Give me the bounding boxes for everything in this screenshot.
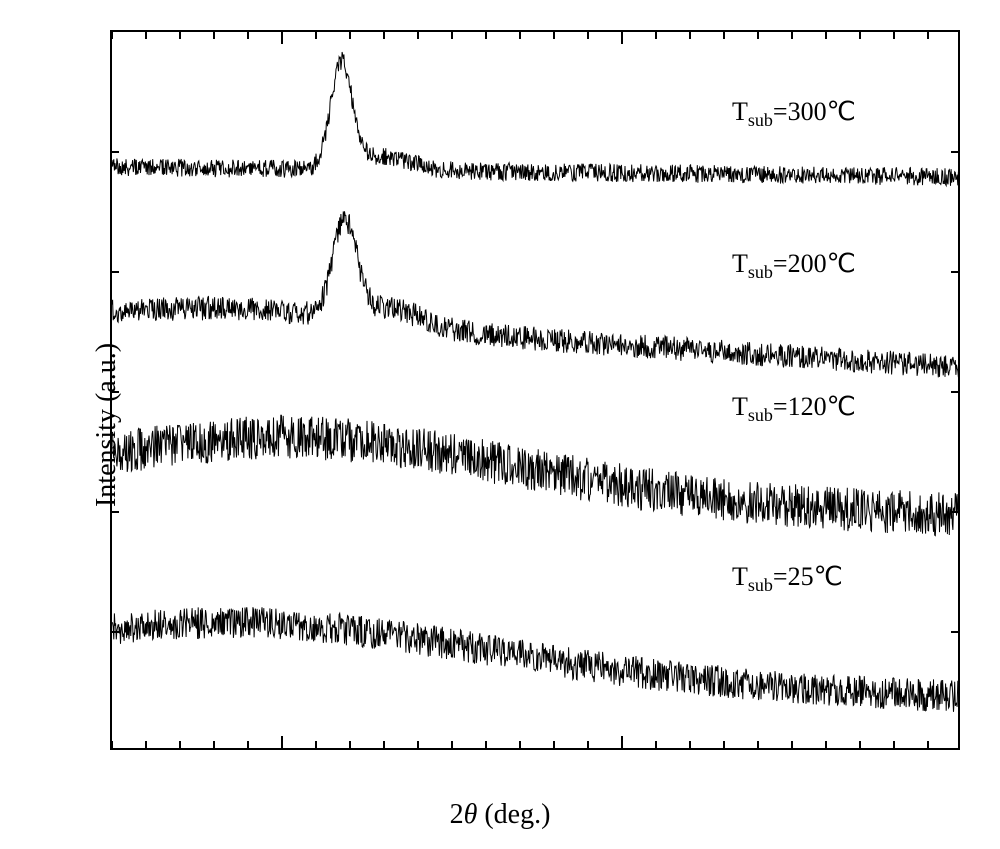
x-tick-mark xyxy=(315,741,317,748)
x-tick-mark xyxy=(723,32,725,39)
series-label-prefix: T xyxy=(732,97,748,126)
y-tick-mark xyxy=(951,391,958,393)
x-tick-mark xyxy=(621,32,623,44)
x-label-theta: θ xyxy=(464,799,478,830)
series-label: Tsub=300℃ xyxy=(732,97,856,131)
y-tick-mark xyxy=(951,151,958,153)
plot-area: 406080Tsub=300℃Tsub=200℃Tsub=120℃Tsub=25… xyxy=(110,30,960,750)
series-label-sub: sub xyxy=(748,405,773,425)
x-tick-mark xyxy=(723,741,725,748)
x-tick-mark xyxy=(485,32,487,39)
x-tick-mark xyxy=(689,32,691,39)
x-tick-mark xyxy=(111,741,113,748)
x-tick-mark xyxy=(451,32,453,39)
x-tick-mark xyxy=(349,741,351,748)
x-tick-mark xyxy=(213,741,215,748)
series-label: Tsub=25℃ xyxy=(732,562,843,596)
series-label-prefix: T xyxy=(732,562,748,591)
x-tick-mark xyxy=(655,32,657,39)
x-tick-mark xyxy=(621,736,623,748)
x-tick-mark xyxy=(247,32,249,39)
x-tick-mark xyxy=(417,32,419,39)
xrd-trace xyxy=(112,607,960,712)
x-tick-mark xyxy=(553,741,555,748)
x-tick-mark xyxy=(417,741,419,748)
x-tick-mark xyxy=(247,741,249,748)
y-tick-mark xyxy=(112,391,119,393)
y-tick-mark xyxy=(951,271,958,273)
x-tick-mark xyxy=(791,32,793,39)
x-tick-mark xyxy=(825,32,827,39)
xrd-traces xyxy=(112,32,960,750)
x-tick-mark xyxy=(213,32,215,39)
series-label: Tsub=120℃ xyxy=(732,392,856,426)
series-label-value: =200℃ xyxy=(773,249,856,278)
series-label-sub: sub xyxy=(748,575,773,595)
x-tick-mark xyxy=(315,32,317,39)
x-tick-label: 60 xyxy=(609,748,635,750)
x-tick-mark xyxy=(587,741,589,748)
x-tick-mark xyxy=(655,741,657,748)
x-label-prefix: 2 xyxy=(450,799,464,830)
series-label-sub: sub xyxy=(748,262,773,282)
x-tick-mark xyxy=(927,741,929,748)
x-label-suffix: (deg.) xyxy=(477,799,550,830)
x-tick-mark xyxy=(859,741,861,748)
x-tick-mark xyxy=(383,32,385,39)
x-tick-mark xyxy=(791,741,793,748)
x-tick-label: 80 xyxy=(949,748,960,750)
x-tick-mark xyxy=(519,741,521,748)
x-tick-mark xyxy=(893,32,895,39)
x-tick-mark xyxy=(145,32,147,39)
x-tick-mark xyxy=(349,32,351,39)
x-tick-mark xyxy=(689,741,691,748)
x-tick-mark xyxy=(927,32,929,39)
x-tick-mark xyxy=(859,32,861,39)
y-tick-mark xyxy=(951,511,958,513)
y-tick-mark xyxy=(112,271,119,273)
y-tick-mark xyxy=(112,151,119,153)
x-tick-mark xyxy=(281,736,283,748)
y-tick-mark xyxy=(112,631,119,633)
x-tick-mark xyxy=(451,741,453,748)
x-tick-mark xyxy=(281,32,283,44)
x-axis-label: 2θ (deg.) xyxy=(450,799,551,831)
y-tick-mark xyxy=(112,511,119,513)
xrd-trace xyxy=(112,415,960,535)
xrd-chart: Intensity (a.u.) 2θ (deg.) 406080Tsub=30… xyxy=(0,0,1000,849)
x-tick-mark xyxy=(383,741,385,748)
x-tick-mark xyxy=(519,32,521,39)
x-tick-mark xyxy=(485,741,487,748)
series-label-sub: sub xyxy=(748,110,773,130)
series-label-value: =120℃ xyxy=(773,392,856,421)
series-label-value: =25℃ xyxy=(773,562,843,591)
x-tick-mark xyxy=(553,32,555,39)
x-tick-mark xyxy=(757,32,759,39)
x-tick-mark xyxy=(825,741,827,748)
x-tick-mark xyxy=(757,741,759,748)
x-tick-mark xyxy=(111,32,113,39)
series-label-value: =300℃ xyxy=(773,97,856,126)
x-tick-mark xyxy=(145,741,147,748)
x-tick-mark xyxy=(587,32,589,39)
series-label: Tsub=200℃ xyxy=(732,249,856,283)
x-tick-label: 40 xyxy=(269,748,295,750)
series-label-prefix: T xyxy=(732,249,748,278)
y-tick-mark xyxy=(951,631,958,633)
xrd-trace xyxy=(112,211,960,377)
series-label-prefix: T xyxy=(732,392,748,421)
x-tick-mark xyxy=(179,32,181,39)
x-tick-mark xyxy=(893,741,895,748)
x-tick-mark xyxy=(179,741,181,748)
